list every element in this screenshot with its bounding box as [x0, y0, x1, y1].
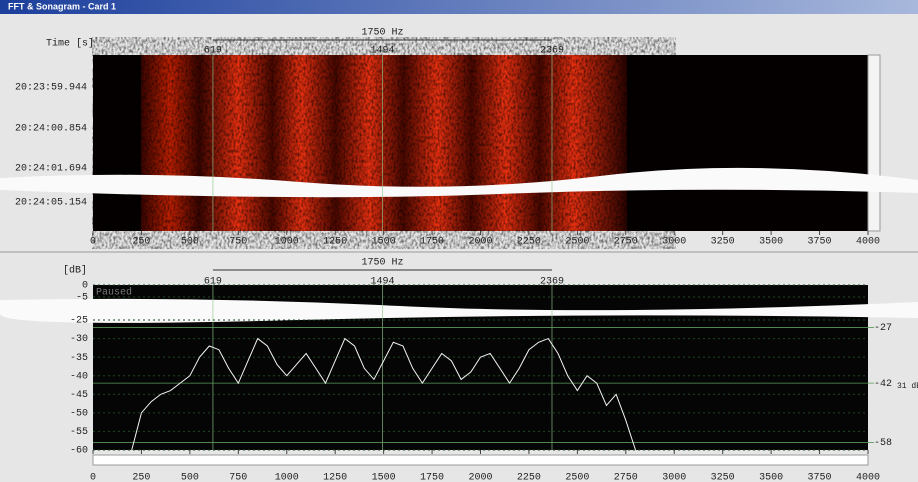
marker-label: 2369 — [540, 46, 564, 57]
y2-label: 31 dB — [897, 382, 918, 391]
y2-tick-label: -42 — [874, 379, 892, 390]
y-tick-label: -60 — [70, 446, 88, 457]
x-tick-label: 500 — [181, 473, 199, 482]
app-window: FFT & Sonagram - Card 1 0 250 500 750 1000 12… — [0, 0, 918, 482]
x-tick-label: 1500 — [372, 473, 396, 482]
x-scroll[interactable] — [93, 455, 868, 465]
y-tick-label: -25 — [70, 316, 88, 327]
x-tick-label: 1000 — [275, 473, 299, 482]
marker-label: 619 — [204, 46, 222, 57]
time-label: 20:24:05.154 — [15, 198, 87, 209]
x-tick-label: 3000 — [662, 473, 686, 482]
x-tick-label: 250 — [132, 473, 150, 482]
x-tick-label: 2250 — [517, 237, 541, 248]
x-tick-label: 4000 — [856, 473, 880, 482]
x-tick-label: 2000 — [468, 237, 492, 248]
span-label: 1750 Hz — [361, 258, 403, 269]
x-tick-label: 2750 — [614, 237, 638, 248]
x-tick-label: 3500 — [759, 237, 783, 248]
x-tick-label: 1750 — [420, 237, 444, 248]
x-tick-label: 2250 — [517, 473, 541, 482]
x-tick-label: 3750 — [808, 237, 832, 248]
y-tick-label: -35 — [70, 353, 88, 364]
x-tick-label: 1500 — [372, 237, 396, 248]
y-tick-label: -30 — [70, 334, 88, 345]
y-axis-label: Time [s] — [46, 38, 94, 50]
x-tick-label: 1250 — [323, 473, 347, 482]
time-label: 20:23:59.944 — [15, 83, 87, 94]
x-tick-label: 250 — [132, 237, 150, 248]
x-tick-label: 0 — [90, 473, 96, 482]
x-tick-label: 2500 — [565, 237, 589, 248]
x-tick-label: 750 — [229, 237, 247, 248]
sonagram-texture — [141, 55, 627, 231]
x-tick-label: 2000 — [468, 473, 492, 482]
title-bar — [0, 0, 918, 14]
x-tick-label: 3000 — [662, 237, 686, 248]
y-tick-label: -55 — [70, 427, 88, 438]
y2-tick-label: -58 — [874, 438, 892, 449]
x-tick-label: 1250 — [323, 237, 347, 248]
y2-tick-label: -27 — [874, 323, 892, 334]
span-label: 1750 Hz — [361, 28, 403, 39]
y-tick-label: -40 — [70, 371, 88, 382]
y-tick-label: -45 — [70, 390, 88, 401]
x-tick-label: 1750 — [420, 473, 444, 482]
x-tick-label: 3250 — [711, 237, 735, 248]
x-tick-label: 1000 — [275, 237, 299, 248]
x-tick-label: 2500 — [565, 473, 589, 482]
x-tick-label: 2750 — [614, 473, 638, 482]
x-tick-label: 3500 — [759, 473, 783, 482]
x-tick-label: 3750 — [808, 473, 832, 482]
page: FFT & Sonagram - Card 1 0 250 500 750 1000 12… — [0, 0, 918, 482]
marker-label: 1494 — [370, 46, 394, 57]
y-axis-label: [dB] — [63, 265, 87, 277]
y-tick-label: 0 — [82, 281, 88, 292]
x-tick-label: 0 — [90, 237, 96, 248]
time-label: 20:24:00.854 — [15, 124, 87, 135]
x-tick-label: 750 — [229, 473, 247, 482]
scrollbar[interactable] — [868, 55, 880, 231]
x-tick-label: 500 — [181, 237, 199, 248]
time-label: 20:24:01.694 — [15, 164, 87, 175]
x-tick-label: 4000 — [856, 237, 880, 248]
y-tick-label: -50 — [70, 408, 88, 419]
x-tick-label: 3250 — [711, 473, 735, 482]
window-title: FFT & Sonagram - Card 1 — [8, 1, 116, 11]
y-tick-label: -5 — [76, 293, 88, 304]
